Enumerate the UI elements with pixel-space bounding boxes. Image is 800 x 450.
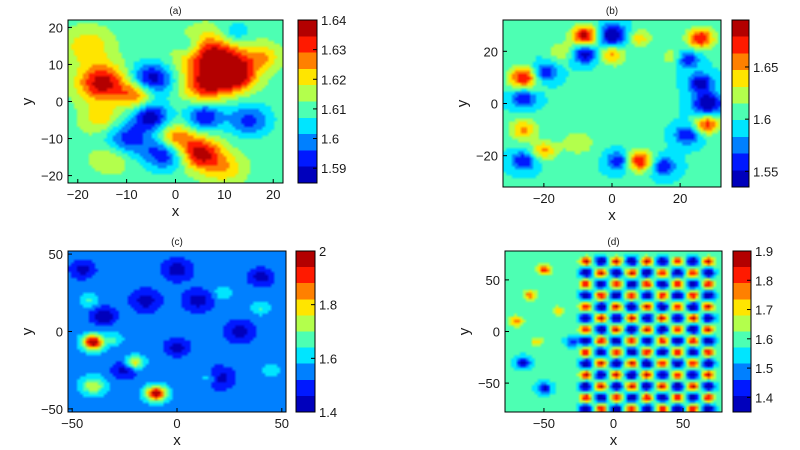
y-tick-label: 0 bbox=[56, 325, 63, 340]
y-axis-label: y bbox=[19, 97, 36, 105]
x-tick-label: 50 bbox=[275, 416, 289, 431]
colorbar-tick-label: 1.62 bbox=[321, 72, 346, 87]
x-axis-label: x bbox=[608, 207, 616, 224]
x-tick-label: −10 bbox=[116, 187, 138, 202]
y-tick-label: 20 bbox=[484, 44, 498, 59]
panel-title: (d) bbox=[607, 237, 619, 248]
y-tick-label: −10 bbox=[41, 132, 63, 147]
colorbar-tick-label: 1.4 bbox=[755, 390, 773, 405]
colorbar bbox=[297, 19, 318, 184]
colorbar-tick-label: 1.61 bbox=[321, 102, 346, 117]
colorbar-tick-label: 1.55 bbox=[753, 164, 778, 179]
x-tick-label: 0 bbox=[610, 416, 617, 431]
y-tick-label: 0 bbox=[56, 95, 63, 110]
x-tick-label: 0 bbox=[173, 416, 180, 431]
colorbar-tick-label: 1.8 bbox=[319, 298, 337, 313]
colorbar bbox=[295, 250, 316, 413]
x-tick-label: 0 bbox=[608, 191, 615, 206]
x-tick-label: 10 bbox=[217, 187, 231, 202]
heatmap-field bbox=[68, 20, 283, 183]
chart-panel: −50 0 50 −50 0 50 x y (c) 1.4 1.6 1.8 2 bbox=[19, 237, 337, 449]
x-axis-label: x bbox=[173, 432, 181, 449]
colorbar bbox=[732, 250, 752, 413]
panel-title: (a) bbox=[169, 6, 181, 17]
colorbar-tick-label: 1.63 bbox=[321, 43, 346, 58]
x-axis-label: x bbox=[610, 432, 618, 449]
colorbar-tick-label: 2 bbox=[319, 244, 326, 259]
colorbar-tick-label: 1.6 bbox=[319, 351, 337, 366]
y-axis-label: y bbox=[19, 327, 36, 335]
colorbar-tick-label: 1.59 bbox=[321, 161, 346, 176]
y-tick-label: 50 bbox=[49, 247, 63, 262]
x-tick-label: 0 bbox=[172, 187, 179, 202]
colorbar-tick-label: 1.4 bbox=[319, 405, 337, 420]
colorbar-tick-label: 1.6 bbox=[755, 332, 773, 347]
chart-panel: −20 −10 0 10 20 −20 −10 0 10 20 x y (a) 1.59 1.6 1.61 1.… bbox=[19, 6, 346, 220]
x-tick-label: 20 bbox=[673, 191, 687, 206]
heatmap-field bbox=[503, 20, 721, 187]
y-tick-label: 50 bbox=[486, 273, 500, 288]
colorbar-tick-label: 1.9 bbox=[755, 244, 773, 259]
heatmap-field bbox=[68, 251, 286, 412]
x-tick-label: −50 bbox=[61, 416, 83, 431]
chart-panel: −20 0 20 −20 0 20 x y (b) 1.55 1.6 1.65 bbox=[454, 6, 778, 224]
x-tick-label: −20 bbox=[67, 187, 89, 202]
colorbar-tick-label: 1.8 bbox=[755, 273, 773, 288]
x-axis-label: x bbox=[172, 203, 180, 220]
y-tick-label: 10 bbox=[49, 57, 63, 72]
y-axis-label: y bbox=[454, 99, 471, 107]
y-tick-label: −20 bbox=[41, 169, 63, 184]
colorbar-tick-label: 1.65 bbox=[753, 60, 778, 75]
x-tick-label: 20 bbox=[266, 187, 280, 202]
colorbar-tick-label: 1.6 bbox=[321, 132, 339, 147]
heatmap-field bbox=[505, 251, 722, 412]
y-tick-label: −20 bbox=[476, 149, 498, 164]
colorbar-tick-label: 1.5 bbox=[755, 361, 773, 376]
y-axis-label: y bbox=[456, 327, 473, 335]
colorbar-tick-label: 1.6 bbox=[753, 112, 771, 127]
y-tick-label: −50 bbox=[41, 402, 63, 417]
panel-title: (c) bbox=[171, 237, 183, 248]
colorbar-tick-label: 1.64 bbox=[321, 13, 346, 28]
x-tick-label: −20 bbox=[533, 191, 555, 206]
x-tick-label: −50 bbox=[533, 416, 555, 431]
x-tick-label: 50 bbox=[676, 416, 690, 431]
y-tick-label: 20 bbox=[49, 20, 63, 35]
chart-panel: −50 0 50 −50 0 50 x y (d) 1.4 1.5 1.6 1.7 1.8 1.9 bbox=[456, 237, 773, 449]
panel-title: (b) bbox=[606, 6, 618, 17]
y-tick-label: 0 bbox=[493, 325, 500, 340]
y-tick-label: −50 bbox=[478, 376, 500, 391]
colorbar-tick-label: 1.7 bbox=[755, 303, 773, 318]
y-tick-label: 0 bbox=[491, 97, 498, 112]
colorbar bbox=[731, 19, 750, 188]
